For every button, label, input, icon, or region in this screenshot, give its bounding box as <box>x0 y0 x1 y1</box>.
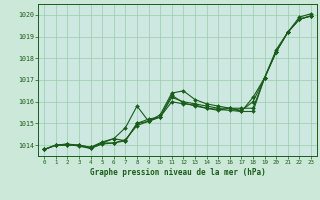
X-axis label: Graphe pression niveau de la mer (hPa): Graphe pression niveau de la mer (hPa) <box>90 168 266 177</box>
